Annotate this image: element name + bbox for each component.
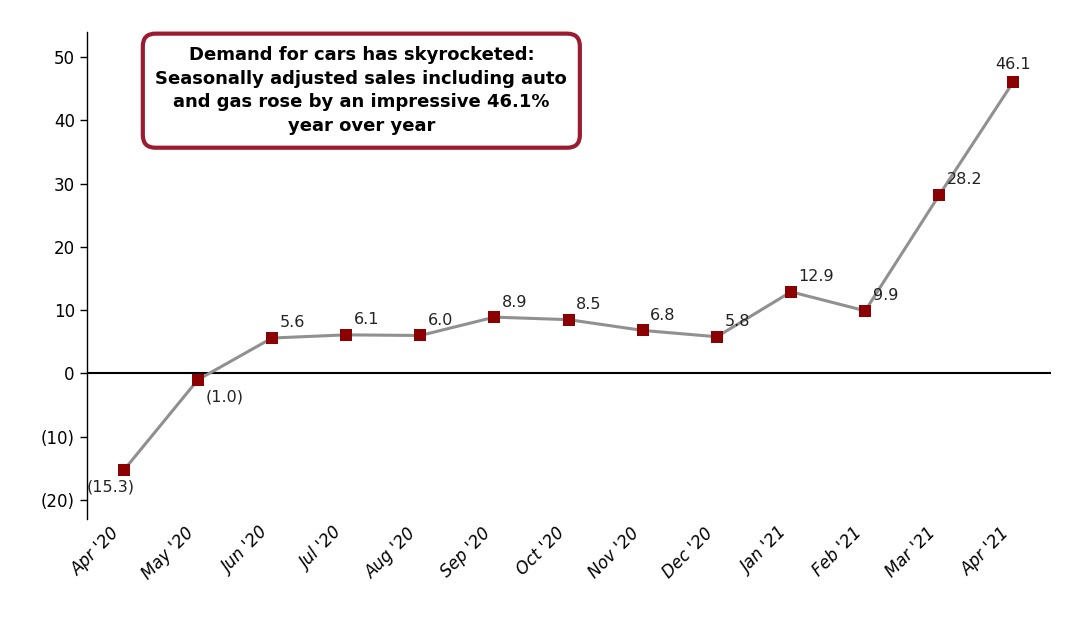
Text: 6.1: 6.1: [353, 312, 379, 327]
Text: 9.9: 9.9: [873, 288, 898, 303]
Text: 8.9: 8.9: [501, 294, 527, 310]
Text: 12.9: 12.9: [798, 269, 834, 284]
Text: 46.1: 46.1: [995, 57, 1031, 72]
Text: 6.8: 6.8: [650, 308, 676, 323]
Text: 28.2: 28.2: [947, 172, 982, 187]
Text: Demand for cars has skyrocketed:
Seasonally adjusted sales including auto
and ga: Demand for cars has skyrocketed: Seasona…: [156, 46, 567, 135]
Text: (1.0): (1.0): [206, 389, 244, 404]
Text: 8.5: 8.5: [576, 297, 601, 312]
Text: (15.3): (15.3): [87, 480, 135, 495]
Text: 5.8: 5.8: [725, 314, 749, 329]
Text: 6.0: 6.0: [428, 313, 453, 328]
Text: 5.6: 5.6: [279, 315, 304, 330]
